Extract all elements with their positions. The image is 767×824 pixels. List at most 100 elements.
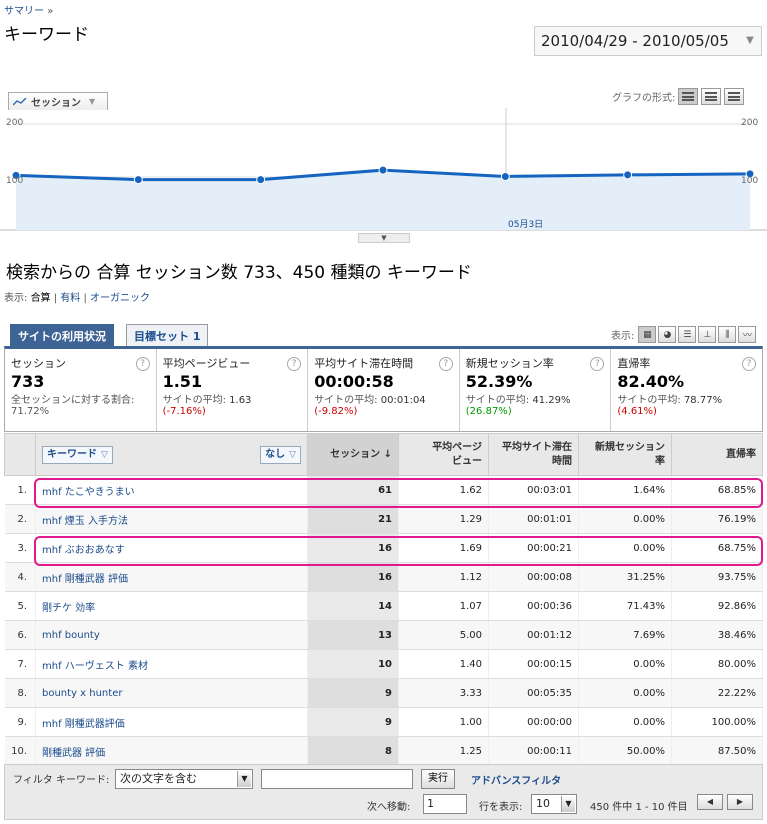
avg-time-cell: 00:00:21 bbox=[488, 533, 579, 563]
chart-collapse-toggle[interactable]: ▼ bbox=[358, 233, 410, 243]
chevron-down-icon: ▼ bbox=[746, 35, 754, 46]
filter-condition-select[interactable]: 次の文字を含む ▼ bbox=[115, 769, 253, 789]
scorecard-value: 82.40% bbox=[617, 372, 685, 391]
sessions-cell: 8 bbox=[307, 736, 399, 766]
avg-time-cell: 00:05:35 bbox=[488, 678, 579, 708]
keyword-link[interactable]: 剛種武器 評価 bbox=[35, 736, 308, 766]
rows-per-page-select[interactable]: 10 ▼ bbox=[531, 794, 577, 814]
avg-time-cell: 00:03:01 bbox=[488, 475, 579, 505]
secondary-dimension-label: なし bbox=[265, 448, 286, 460]
graph-type-large-button[interactable] bbox=[724, 88, 745, 105]
table-row: 7. mhf ハーヴェスト 素材 10 1.40 00:00:15 0.00% 80.00% bbox=[4, 649, 763, 679]
filter-label: フィルタ キーワード: bbox=[13, 775, 110, 786]
keyword-link[interactable]: bounty x hunter bbox=[35, 678, 308, 708]
pageviews-header[interactable]: 平均ページ ビュー bbox=[398, 433, 489, 476]
filter-keyword-input[interactable] bbox=[261, 769, 413, 789]
sessions-cell: 9 bbox=[307, 678, 399, 708]
pivot-icon: ⫼ bbox=[725, 329, 730, 340]
primary-dimension-select[interactable]: キーワード ▽ bbox=[42, 445, 113, 464]
sparkline-view-button[interactable]: 〰 bbox=[738, 326, 757, 343]
chevron-down-icon: ▼ bbox=[237, 771, 251, 787]
keyword-link[interactable]: mhf 剛種武器 評価 bbox=[35, 562, 308, 592]
data-point bbox=[500, 171, 510, 181]
data-point bbox=[378, 165, 388, 175]
scorecard-value: 52.39% bbox=[465, 372, 533, 391]
goto-input[interactable]: 1 bbox=[423, 794, 467, 814]
scorecard-diff: (4.61%) bbox=[617, 406, 657, 417]
scorecard-diff: (-7.16%) bbox=[162, 406, 206, 417]
scorecard-sub: サイトの平均: bbox=[314, 395, 378, 406]
prev-page-button[interactable]: ◀ bbox=[697, 794, 723, 810]
list-icon bbox=[705, 92, 718, 101]
new-sessions-header[interactable]: 新規セッション 率 bbox=[578, 433, 672, 476]
sparkline-icon: 〰 bbox=[742, 331, 752, 341]
pie-view-button[interactable]: ◕ bbox=[658, 326, 677, 343]
data-point bbox=[11, 170, 21, 180]
chevron-down-icon: ▽ bbox=[101, 449, 108, 460]
data-point bbox=[623, 170, 633, 180]
data-point bbox=[256, 175, 266, 185]
graph-metric-label: セッション bbox=[31, 98, 81, 109]
keyword-link[interactable]: mhf たこやきうまい bbox=[35, 475, 308, 505]
keyword-table-body: 1. mhf たこやきうまい 61 1.62 00:03:01 1.64% 68.85% 2.… bbox=[4, 475, 763, 766]
tab-site-usage[interactable]: サイトの利用状況 bbox=[10, 324, 114, 346]
scorecard-bounce: 直帰率 82.40% サイトの平均: 78.77% (4.61%) ? bbox=[611, 349, 762, 431]
row-index: 6. bbox=[4, 620, 36, 650]
bounce-cell: 76.19% bbox=[671, 504, 763, 534]
graph-metric-select[interactable]: セッション ▼ bbox=[8, 92, 108, 110]
secondary-dimension-select[interactable]: なし ▽ bbox=[260, 445, 301, 464]
rows-per-page-value: 10 bbox=[536, 797, 550, 810]
keyword-link[interactable]: mhf ぶおおあなす bbox=[35, 533, 308, 563]
row-index: 8. bbox=[4, 678, 36, 708]
date-range-picker[interactable]: 2010/04/29 - 2010/05/05 ▼ bbox=[534, 26, 762, 56]
graph-type-compact-button[interactable] bbox=[678, 88, 699, 105]
tab-goal-set-1[interactable]: 目標セット 1 bbox=[126, 324, 209, 346]
keyword-link[interactable]: 剛チケ 効率 bbox=[35, 591, 308, 621]
table-view-button[interactable]: ▦ bbox=[638, 326, 657, 343]
help-icon[interactable]: ? bbox=[287, 357, 302, 371]
chevron-down-icon: ▽ bbox=[289, 449, 296, 460]
performance-view-button[interactable]: ☰ bbox=[678, 326, 697, 343]
pageviews-cell: 1.29 bbox=[398, 504, 489, 534]
avg-time-cell: 00:01:12 bbox=[488, 620, 579, 650]
avg-time-header[interactable]: 平均サイト滞在 時間 bbox=[488, 433, 579, 476]
new-sessions-cell: 0.00% bbox=[578, 533, 672, 563]
grid-icon: ▦ bbox=[643, 329, 652, 340]
filter-exec-button[interactable]: 実行 bbox=[421, 769, 455, 789]
keyword-link[interactable]: mhf 煙玉 入手方法 bbox=[35, 504, 308, 534]
chevron-down-icon: ▼ bbox=[561, 796, 575, 812]
next-page-button[interactable]: ▶ bbox=[727, 794, 753, 810]
help-icon[interactable]: ? bbox=[741, 357, 756, 371]
scorecard-sub-value: 41.29% bbox=[532, 395, 571, 406]
keyword-link[interactable]: mhf 剛種武器評価 bbox=[35, 707, 308, 737]
help-icon[interactable]: ? bbox=[438, 357, 453, 371]
keyword-link[interactable]: mhf ハーヴェスト 素材 bbox=[35, 649, 308, 679]
scorecard-label: 平均サイト滞在時間 bbox=[314, 357, 414, 370]
help-icon[interactable]: ? bbox=[590, 357, 605, 371]
sessions-header[interactable]: セッション ↓ bbox=[307, 433, 399, 476]
chevron-down-icon: ▼ bbox=[381, 234, 387, 242]
y-axis-max-left: 200 bbox=[6, 118, 24, 128]
view-option-total[interactable]: 合算 bbox=[30, 293, 51, 304]
help-icon[interactable]: ? bbox=[135, 357, 150, 371]
breadcrumb-summary-link[interactable]: サマリー bbox=[4, 6, 44, 17]
new-sessions-cell: 71.43% bbox=[578, 591, 672, 621]
scorecard-sub-value: 1.63 bbox=[229, 395, 252, 406]
keyword-link[interactable]: mhf bounty bbox=[35, 620, 308, 650]
sessions-cell: 61 bbox=[307, 475, 399, 505]
bounce-cell: 100.00% bbox=[671, 707, 763, 737]
pie-chart-icon: ◕ bbox=[663, 329, 672, 340]
advanced-filter-link[interactable]: アドバンスフィルタ bbox=[471, 776, 562, 787]
view-option-paid[interactable]: 有料 bbox=[60, 293, 81, 304]
scorecard-sub-value: 78.77% bbox=[683, 395, 723, 406]
pivot-view-button[interactable]: ⫼ bbox=[718, 326, 737, 343]
pageviews-cell: 3.33 bbox=[398, 678, 489, 708]
graph-type-medium-button[interactable] bbox=[701, 88, 722, 105]
date-range-text: 2010/04/29 - 2010/05/05 bbox=[541, 32, 729, 50]
chevron-right-icon: ▶ bbox=[736, 797, 744, 806]
bounce-cell: 68.75% bbox=[671, 533, 763, 563]
bounce-header[interactable]: 直帰率 bbox=[671, 433, 763, 476]
new-sessions-cell: 7.69% bbox=[578, 620, 672, 650]
view-option-organic[interactable]: オーガニック bbox=[90, 293, 151, 304]
comparison-view-button[interactable]: ⊥ bbox=[698, 326, 717, 343]
